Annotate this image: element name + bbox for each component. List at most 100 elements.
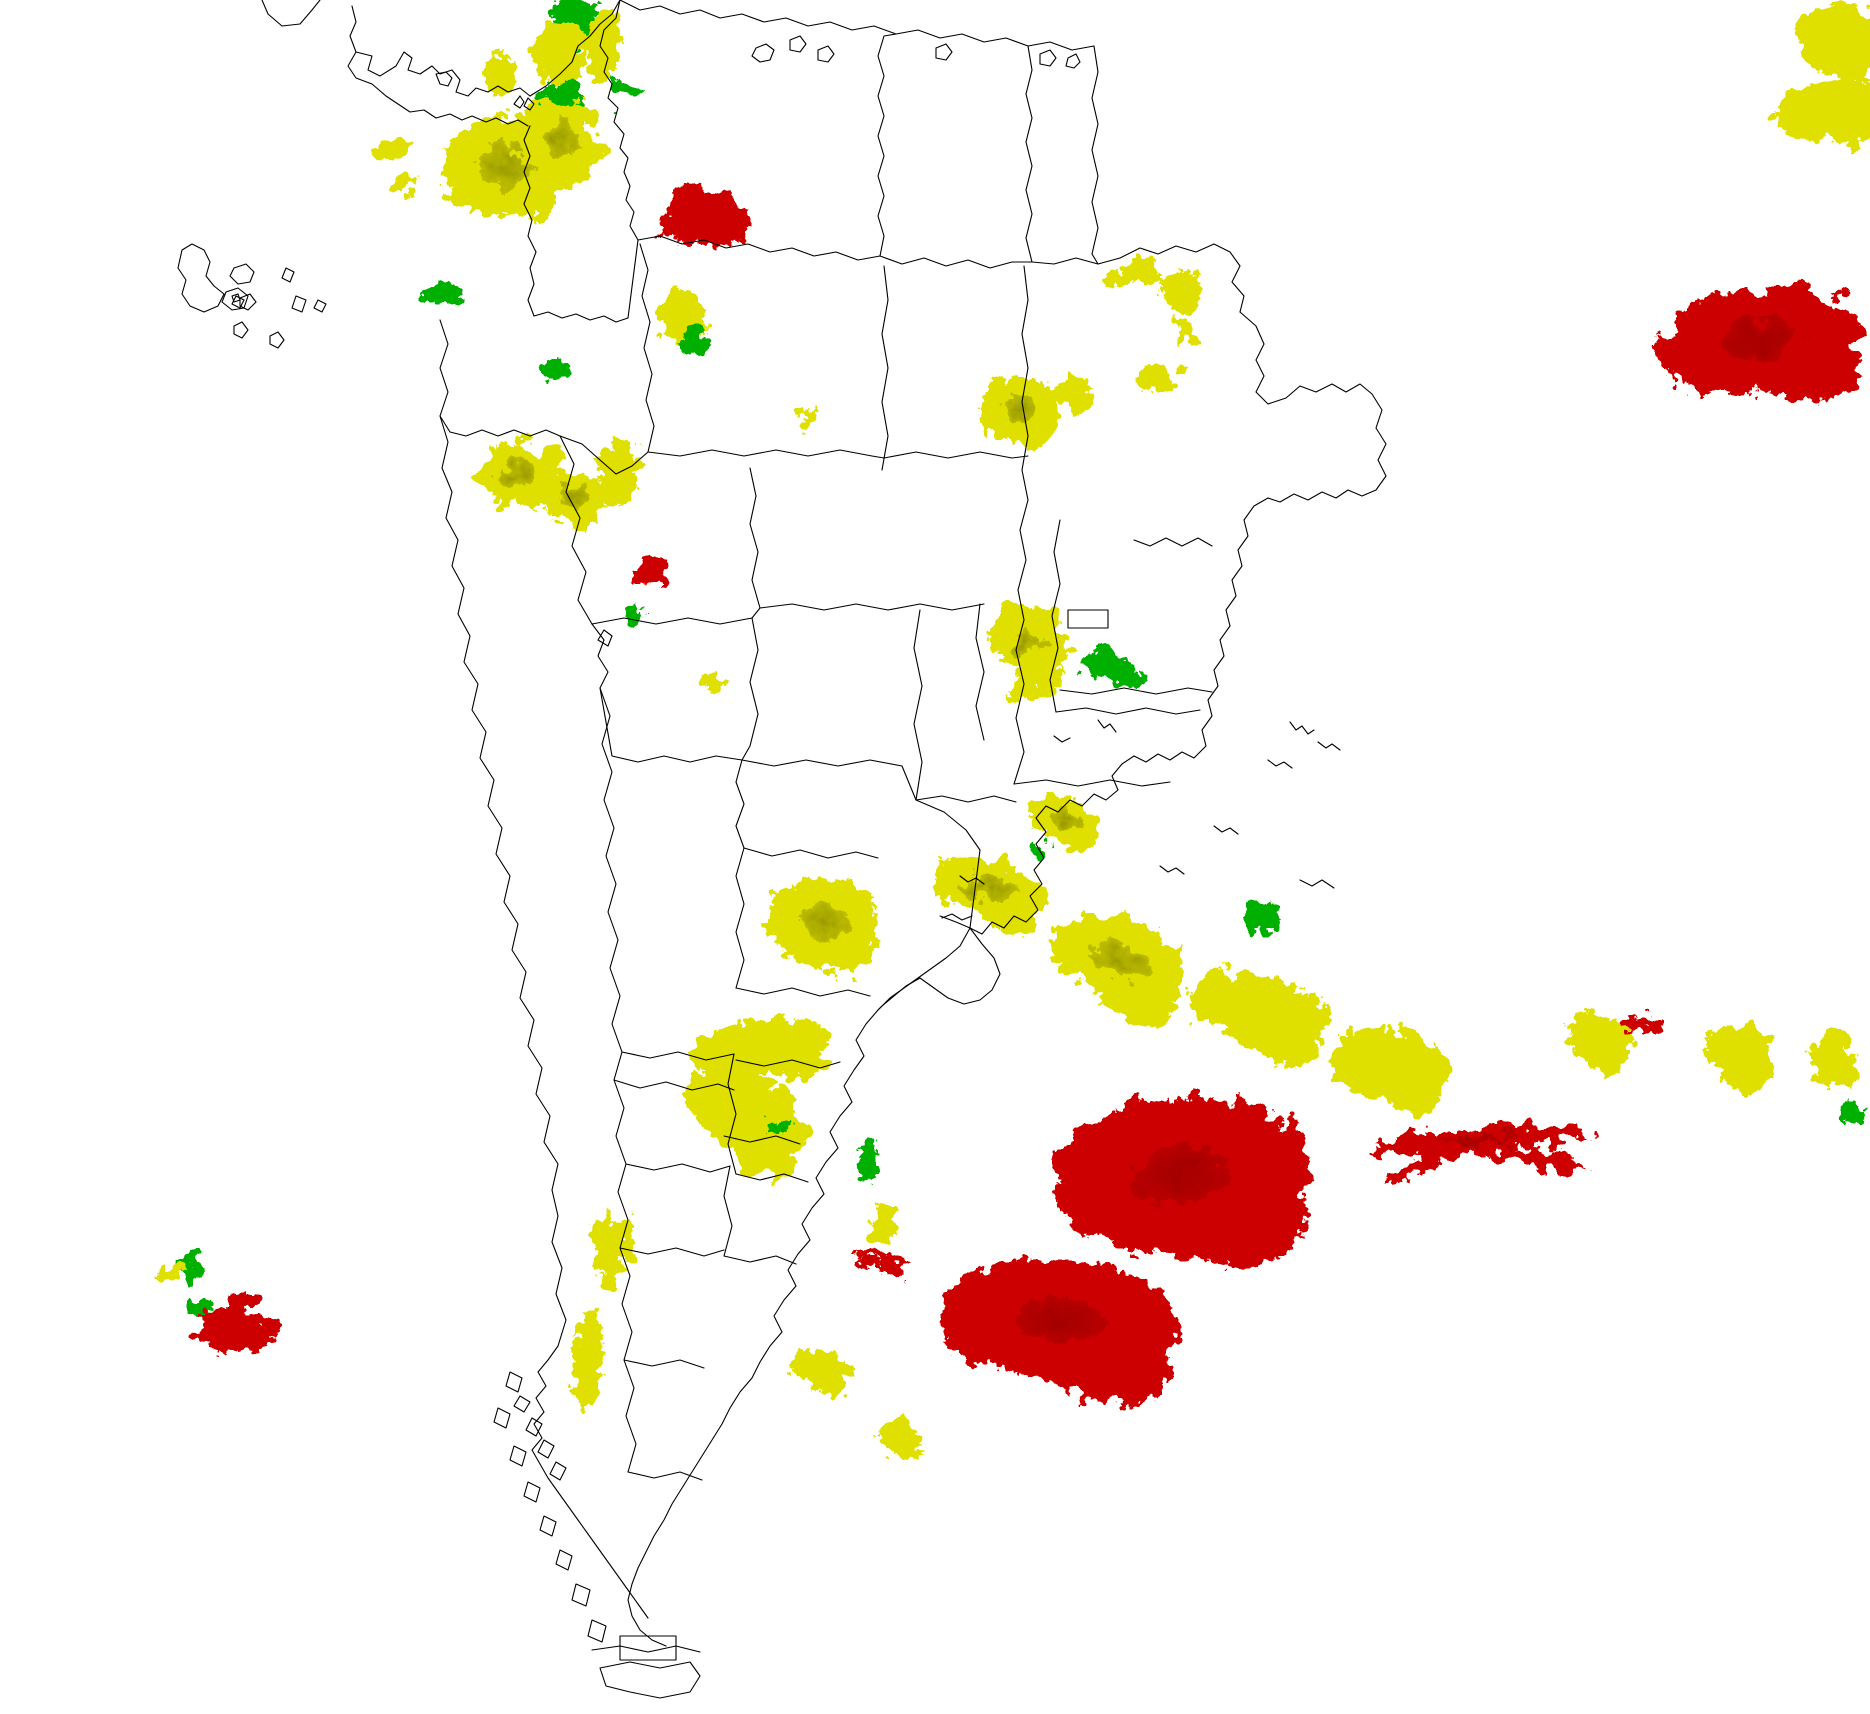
warning-patch-piaui-coast-yellow <box>1060 372 1092 412</box>
caribbean-isl-4 <box>935 43 953 61</box>
border-bolivia-south <box>599 687 743 763</box>
border-french-guiana-east <box>1119 243 1245 313</box>
border-amazonas-rondonia <box>647 449 885 459</box>
argentina-internal-14 <box>623 1359 705 1369</box>
panama-bay-detail <box>435 71 453 87</box>
border-suriname-east <box>1091 45 1099 265</box>
warning-patch-atlantic-band-yellow-3 <box>1330 1028 1450 1116</box>
warning-patch-sta-catarina-green <box>1026 836 1046 860</box>
chile-fjord-4 <box>549 1461 567 1481</box>
warning-patch-tierra-del-fuego-yellow <box>573 1310 603 1410</box>
caribbean-isl-1 <box>751 43 775 63</box>
chile-island-5 <box>539 1515 557 1537</box>
warning-patch-para-ne-yellow <box>1160 268 1202 315</box>
warning-patch-n-colombia-coast-yellow <box>533 25 587 89</box>
warning-patch-ne-ocean-red-large <box>1660 286 1861 402</box>
warning-patch-atlantic-band-yellow-6 <box>1811 1036 1860 1088</box>
warning-patch-maracaibo-yellow <box>587 7 621 83</box>
warning-overlay-layer <box>156 0 1870 1462</box>
caribbean-isl-5 <box>1039 49 1057 67</box>
warning-patch-paraguay-sw-yellow <box>1010 676 1042 704</box>
argentina-internal-2 <box>735 847 745 989</box>
border-mato-grosso-north <box>749 467 761 609</box>
chile-island-4 <box>523 1481 541 1503</box>
warning-patch-atlantic-band-yellow-5 <box>1704 1025 1776 1092</box>
warning-patch-peru-andes-yellow-2 <box>542 472 606 528</box>
warning-patch-panama-darien-yellow <box>484 54 516 98</box>
brazil-river-7 <box>1299 879 1335 889</box>
border-para-amazonas-line <box>883 451 1029 459</box>
border-uruguay <box>877 927 1001 1011</box>
border-bahia-south <box>1055 707 1201 715</box>
brazil-river-8 <box>1053 735 1071 743</box>
border-argentina-bolivia <box>735 759 745 849</box>
warning-patch-atlantic-band-yellow-1 <box>1053 914 1187 1024</box>
border-amazonas-para <box>881 265 889 471</box>
warning-patch-argentina-green-small <box>769 1118 787 1134</box>
tierra-del-fuego <box>599 1661 701 1699</box>
chile-fjord-3 <box>537 1439 555 1459</box>
brazil-river-6 <box>1097 719 1117 733</box>
coast-argentina-atlantic <box>627 1009 879 1647</box>
chile-island-7 <box>571 1583 591 1607</box>
border-bolivia-east <box>741 617 759 761</box>
border-argentina-paraguay <box>741 759 917 801</box>
border-minas-north <box>1059 687 1213 695</box>
argentina-internal-3 <box>735 987 871 997</box>
border-colombia-caribbean <box>529 0 621 97</box>
warning-patch-peru-south-green <box>625 605 643 625</box>
brazil-river-3 <box>1267 759 1293 769</box>
argentina-internal-13 <box>619 1247 725 1257</box>
brazil-river-5 <box>1159 865 1185 875</box>
basemap-outlines <box>177 0 1387 1699</box>
warning-patch-para-coast-yellow <box>1109 261 1162 285</box>
border-amazonas-south <box>639 243 655 453</box>
galapagos-isl-9 <box>239 293 257 311</box>
coast-brazil-se <box>969 755 1135 935</box>
magellan-strait <box>591 1645 701 1653</box>
argentina-internal-6 <box>727 1053 737 1175</box>
warning-patch-patagonia-green-strip <box>858 1138 878 1182</box>
galapagos-isl-3 <box>233 321 249 339</box>
galapagos-isl-8 <box>313 299 327 313</box>
argentina-internal-12 <box>723 1255 797 1265</box>
warning-patch-peru-ucayali-green <box>542 358 570 380</box>
argentina-internal-8 <box>613 1079 735 1091</box>
brazil-river-9 <box>959 875 985 885</box>
caribbean-isl-6 <box>1065 53 1081 69</box>
border-guyana-east <box>1025 45 1033 263</box>
tdf-box <box>619 1635 677 1661</box>
galapagos-santacruz <box>229 263 255 285</box>
border-brazil-north-guiana <box>879 255 1033 269</box>
chile-island-3 <box>509 1445 527 1467</box>
border-tocantins-w <box>1015 499 1029 651</box>
warning-patch-venezuela-guyana-red <box>664 184 749 248</box>
chile-island-2 <box>493 1407 511 1429</box>
galapagos-isabela <box>177 243 225 313</box>
warning-patch-bolivia-sw-thin <box>702 673 722 689</box>
warning-patch-south-atlantic-red-arc <box>852 1250 908 1279</box>
border-mato-grosso-sul <box>913 609 923 801</box>
coast-peru <box>439 415 559 1191</box>
border-central-america <box>261 0 321 27</box>
border-colombia-venezuela <box>599 0 639 241</box>
warning-patch-amazonas-green <box>674 329 710 353</box>
warning-patch-amazonas-small-yellow <box>799 409 817 427</box>
border-costa-rica-coast <box>349 5 531 97</box>
warning-patch-argentina-ne-dark-yellow <box>770 878 878 974</box>
chile-island-8 <box>587 1619 607 1643</box>
border-venezuela-coast <box>619 0 1095 51</box>
caribbean-isl-2 <box>789 35 807 53</box>
galapagos-isl-5 <box>281 267 295 283</box>
argentina-internal-10 <box>625 1163 731 1173</box>
panama-island-1 <box>513 95 525 109</box>
warning-patch-atlantic-band-yellow-2 <box>1191 970 1329 1068</box>
warning-patch-sao-paulo-green <box>1082 653 1138 686</box>
argentina-internal-9 <box>723 1135 801 1145</box>
warning-patch-argentina-pampas-yellow-1 <box>688 1018 833 1080</box>
warning-patch-peru-loreto-green <box>418 284 463 305</box>
coast-brazil-north <box>1239 311 1387 503</box>
warning-patch-atlantic-band-yellow-4 <box>1567 1013 1633 1075</box>
